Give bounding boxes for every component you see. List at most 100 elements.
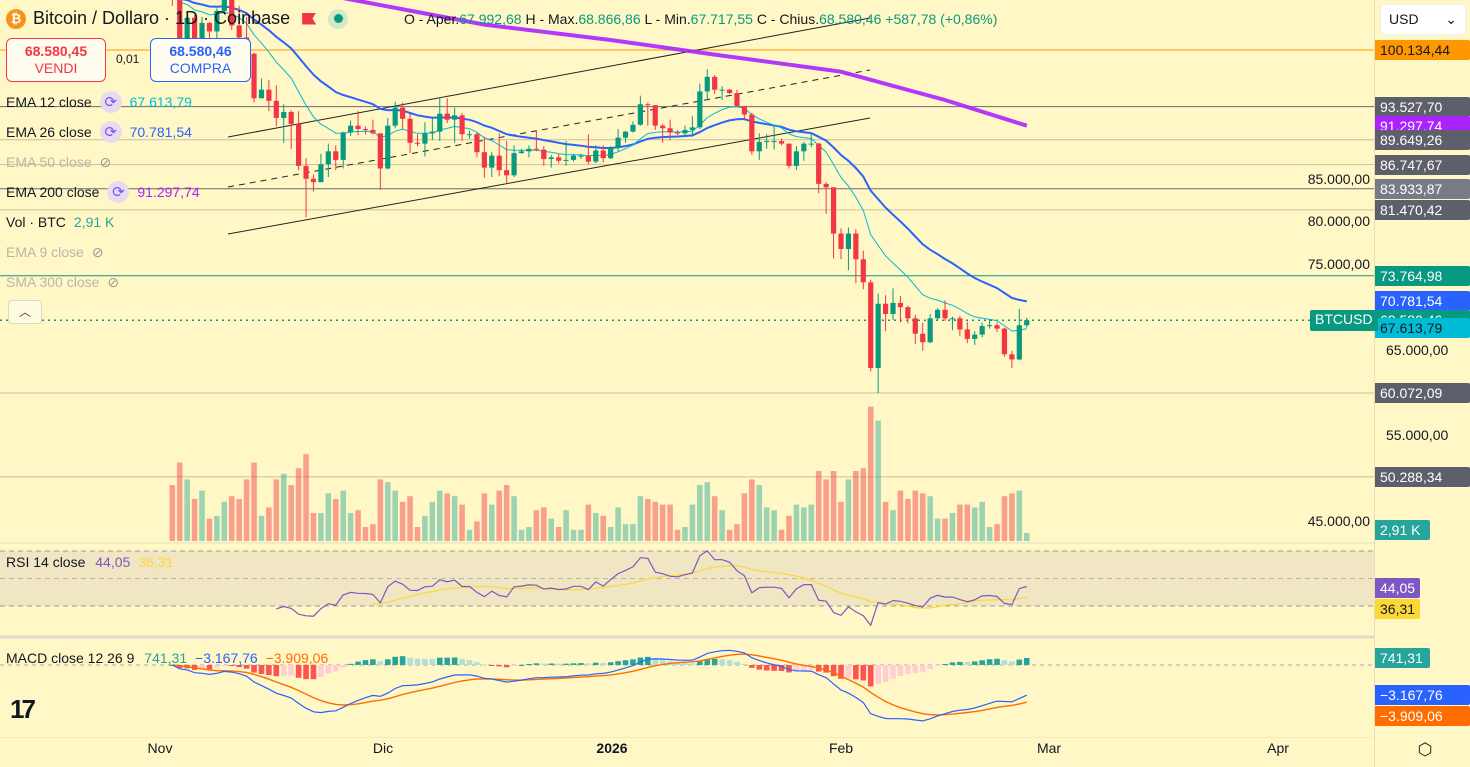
candle-body [957,318,963,330]
volume-bar [407,496,413,541]
macd-histogram-bar [332,665,339,672]
macd-signal-axis-label: −3.909,06 [1375,706,1470,726]
symbol-header[interactable]: ₿ Bitcoin / Dollaro · 1D · Coinbase [6,8,349,29]
macd-histogram-bar [503,665,510,668]
eye-off-icon[interactable]: ⊘ [107,273,120,290]
legend-item[interactable]: EMA 26 close ⟳ 70.781,54 [6,121,192,143]
legend-item[interactable]: EMA 9 close ⊘ [6,242,104,262]
volume-bar [526,527,532,541]
macd-histogram-bar [942,663,948,665]
macd-histogram-bar [578,663,584,665]
eye-off-icon[interactable]: ⊘ [91,243,104,260]
volume-bar [169,485,176,541]
tradingview-logo[interactable]: 17 [10,694,36,724]
candle-body [645,104,651,106]
rsi-legend[interactable]: RSI 14 close 44,05 36,31 [6,554,173,570]
candle-body [444,113,450,120]
candle-body [801,143,807,152]
macd-histogram-bar [749,665,755,668]
candle-body [1016,325,1022,360]
candle-body [771,141,777,143]
candle-body [481,152,487,168]
currency-select[interactable]: USD ⌄ [1380,4,1466,35]
candle-body [1001,328,1008,355]
volume-bar [184,479,190,541]
volume-bar [645,499,651,541]
macd-histogram-bar [280,665,287,676]
macd-histogram-bar [444,657,451,665]
candle-body [712,76,718,90]
volume-bar [214,515,220,541]
candle-body [719,89,725,91]
macd-histogram-bar [496,665,503,667]
volume-bar [362,527,369,541]
volume-bar [384,482,391,541]
macd-histogram-bar [882,665,889,683]
legend-item[interactable]: EMA 12 close ⟳ 67.613,79 [6,91,192,113]
price-level-label: 73.764,98 [1375,265,1470,286]
macd-histogram-bar [808,665,815,670]
volume-bar [793,504,800,541]
ema12-line [176,0,1027,332]
price-level-label: 93.527,70 [1375,96,1470,117]
volume-bar [414,527,421,541]
candle-body [570,155,577,160]
macd-histogram-bar [251,665,257,673]
time-label: Mar [1036,740,1062,756]
volume-bar [325,493,332,541]
macd-histogram-bar [340,665,346,668]
rsi-title: RSI 14 close [6,554,86,570]
legend-value: 2,91 K [73,214,115,230]
candle-body [630,124,636,132]
legend-item[interactable]: SMA 300 close ⊘ [6,272,119,292]
macd-axis-label: −3.167,76 [1375,685,1470,705]
volume-bar [771,510,777,541]
legend-item[interactable]: Vol · BTC 2,91 K [6,212,114,232]
buy-label: COMPRA [169,60,232,76]
settings-icon[interactable]: ⬡ [1417,740,1433,759]
refresh-icon[interactable]: ⟳ [99,121,122,143]
macd-histogram-bar [414,658,421,665]
volume-bar [786,515,792,541]
candle-body [221,0,227,11]
legend-label: EMA 50 close [6,154,92,170]
sell-label: VENDI [34,60,78,76]
price-axis[interactable] [1374,0,1470,767]
candle-body [548,157,554,160]
macd-histogram-bar [622,660,629,665]
macd-histogram-bar [258,665,265,674]
candle-body [637,104,643,125]
macd-histogram-bar [392,656,398,665]
candle-body [541,149,547,160]
sell-button[interactable]: 68.580,45 VENDI [6,38,106,82]
macd-legend[interactable]: MACD close 12 26 9 741,31 −3.167,76 −3.9… [6,650,328,666]
legend-item[interactable]: EMA 50 close ⊘ [6,152,111,172]
macd-histogram-bar [645,656,651,665]
refresh-icon[interactable]: ⟳ [99,91,122,113]
candle-body [882,303,889,315]
macd-histogram-bar [756,665,763,670]
volume-bar [340,490,346,541]
volume-bar [221,501,228,541]
volume-bar [734,524,740,541]
volume-bar [622,524,629,541]
volume-bar [949,513,956,541]
eye-off-icon[interactable]: ⊘ [99,153,112,170]
legend-item[interactable]: EMA 200 close ⟳ 91.297,74 [6,181,200,203]
candle-body [578,155,584,157]
refresh-icon[interactable]: ⟳ [107,181,130,203]
flag-icon[interactable] [302,12,317,25]
macd-histogram-bar [555,663,562,665]
buy-button[interactable]: 68.580,46 COMPRA [150,38,251,82]
candle-body [318,164,324,183]
macd-histogram-bar [682,663,688,665]
collapse-legend-button[interactable]: ︿ [8,300,42,324]
price-tick-label: 80.000,00 [1307,213,1370,230]
candle-body [934,309,941,319]
candle-body [229,0,235,26]
price-level-label: 67.613,79 [1375,318,1470,339]
open-value: 67.992,68 [459,11,522,27]
macd-histogram-bar [273,665,280,677]
volume-bar [459,504,465,541]
price-chart[interactable] [0,0,1374,738]
